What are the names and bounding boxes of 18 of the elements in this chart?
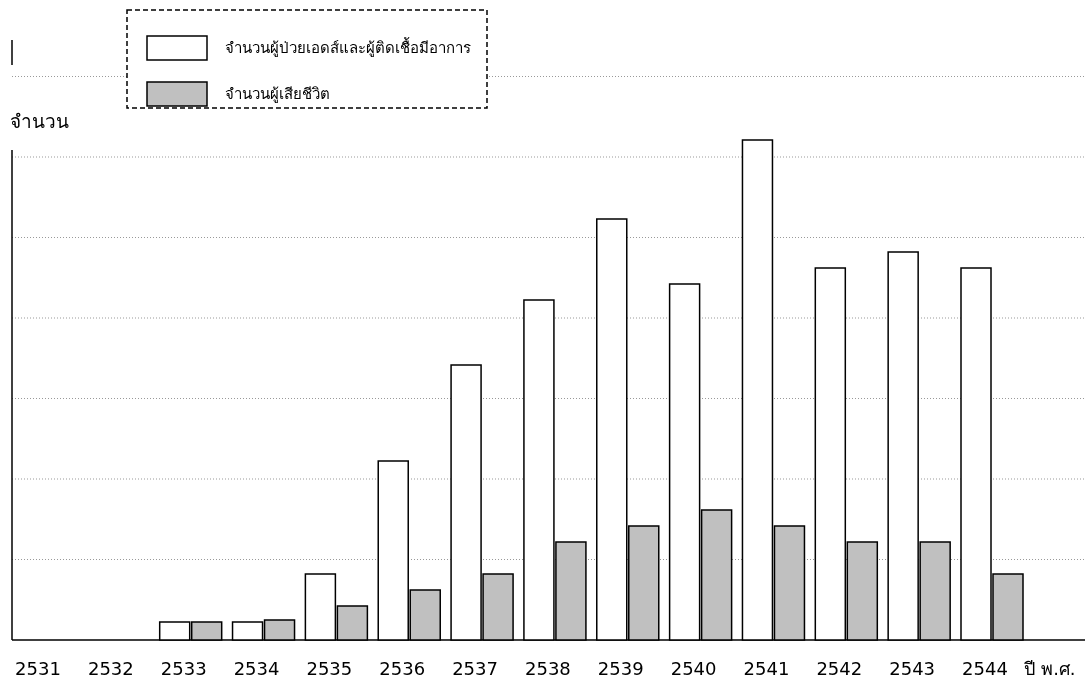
x-tick-label: 2541	[743, 658, 790, 679]
x-tick-label: 2542	[816, 658, 863, 679]
x-tick-label: 2544	[962, 658, 1008, 679]
x-tick-label: 2534	[233, 658, 280, 679]
legend-label: จำนวนผู้เสียชีวิต	[225, 85, 330, 103]
x-tick-label: 2533	[160, 658, 207, 679]
x-axis-title: ปี พ.ศ.	[1024, 658, 1076, 679]
x-tick-label: 2532	[87, 658, 134, 679]
legend-label: จำนวนผู้ป่วยเอดส์และผู้ติดเชื้อมีอาการ	[225, 37, 471, 57]
x-tick-label: 2543	[889, 658, 936, 679]
y-axis-title: จำนวน	[10, 110, 69, 132]
x-tick-label: 2531	[15, 658, 61, 679]
x-tick-label: 2539	[597, 658, 644, 679]
x-tick-label: 2535	[306, 658, 353, 679]
x-tick-label: 2540	[670, 658, 717, 679]
x-tick-label: 2536	[379, 658, 426, 679]
x-tick-label: 2538	[525, 658, 571, 679]
x-tick-label: 2537	[452, 658, 498, 679]
